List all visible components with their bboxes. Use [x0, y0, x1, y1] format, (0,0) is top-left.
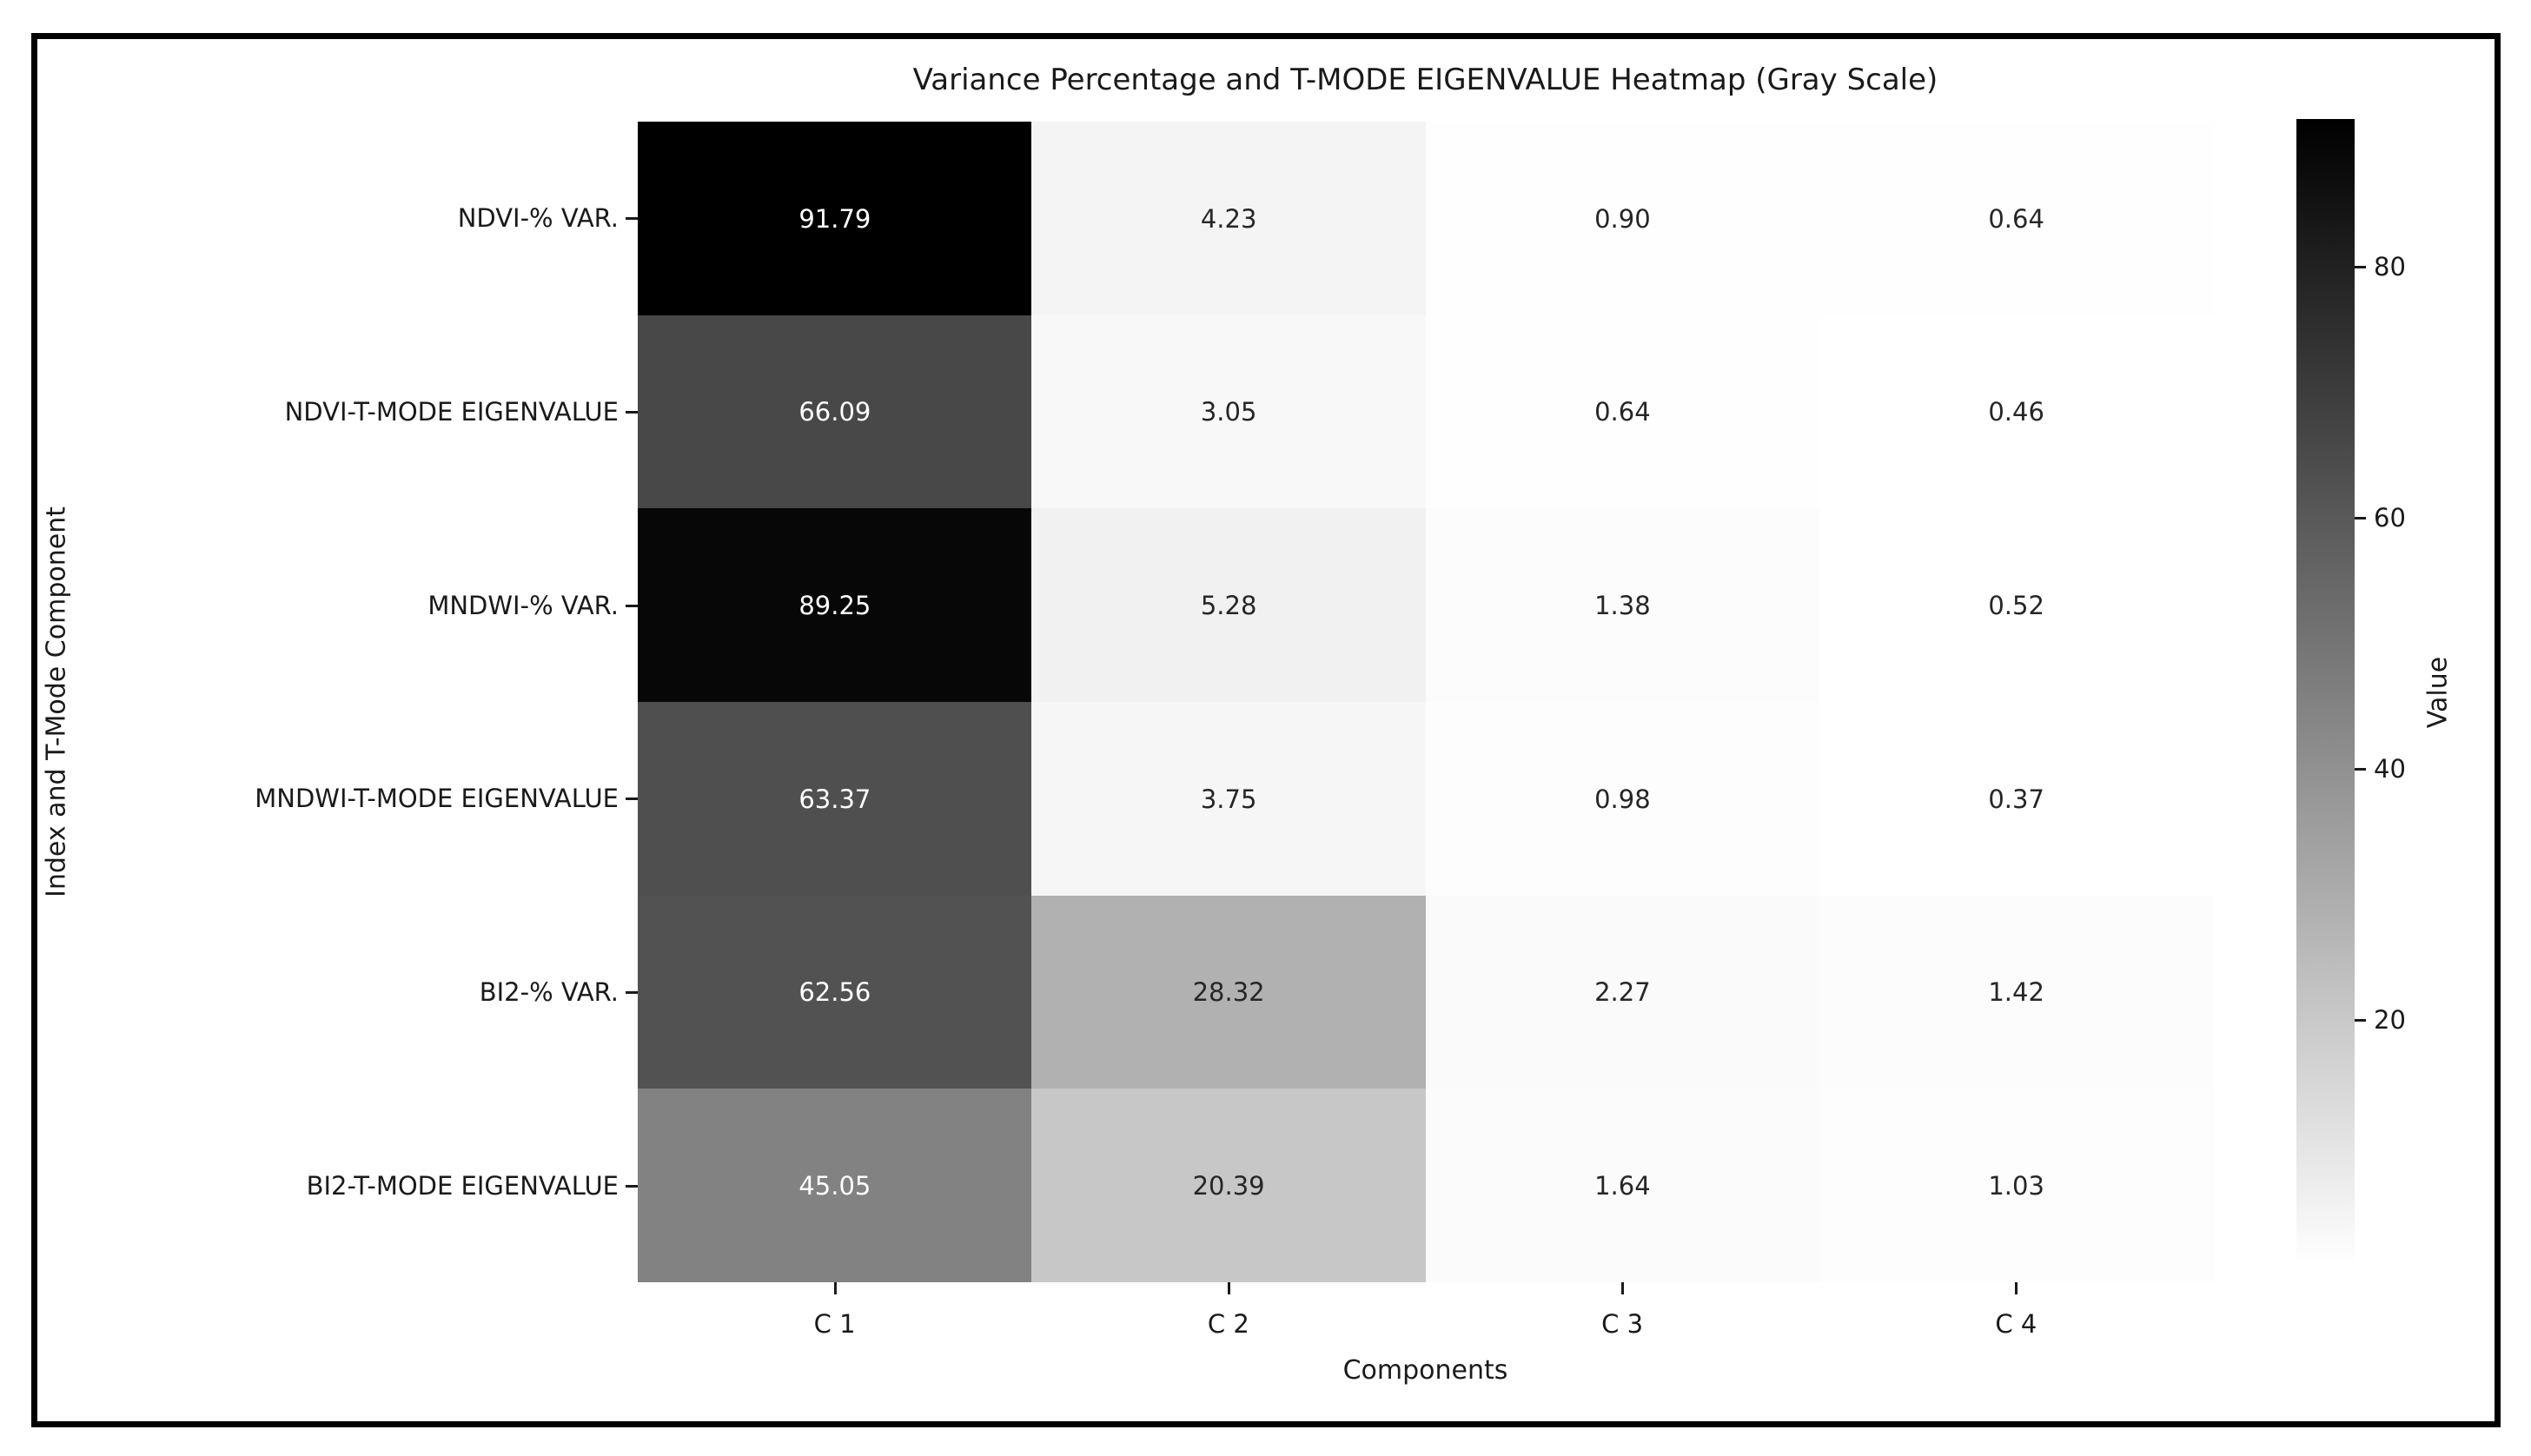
colorbar-tick-label: 20 — [2374, 1004, 2406, 1035]
cell-value: 91.79 — [798, 203, 871, 234]
heatmap-cell: 3.05 — [1031, 314, 1426, 509]
cell-value: 66.09 — [798, 397, 871, 427]
heatmap-cell: 0.52 — [1819, 508, 2214, 703]
heatmap-cell: 28.32 — [1031, 895, 1426, 1089]
x-axis-tick — [2015, 1282, 2018, 1294]
col-label: C 3 — [1601, 1309, 1644, 1339]
row-label: BI2-T-MODE EIGENVALUE — [306, 1170, 619, 1201]
heatmap-cell: 1.03 — [1819, 1089, 2214, 1283]
y-axis-tick — [626, 604, 638, 607]
cell-value: 1.03 — [1988, 1170, 2044, 1201]
heatmap-cell: 62.56 — [638, 895, 1032, 1089]
cell-value: 45.05 — [798, 1170, 871, 1201]
cell-value: 62.56 — [798, 977, 871, 1008]
cell-value: 0.52 — [1988, 590, 2044, 620]
cell-value: 5.28 — [1200, 590, 1257, 620]
colorbar-tick — [2355, 767, 2366, 771]
x-axis-tick — [1227, 1282, 1230, 1294]
heatmap-cell: 1.42 — [1819, 895, 2214, 1089]
cell-value: 3.05 — [1200, 397, 1257, 427]
heatmap-cell: 89.25 — [638, 508, 1032, 703]
heatmap-cell: 0.64 — [1819, 122, 2214, 316]
colorbar-label: Value — [2422, 656, 2454, 729]
figure-border-frame — [31, 33, 2501, 1427]
heatmap-cell: 0.90 — [1425, 122, 1820, 316]
heatmap-cell: 0.98 — [1425, 702, 1820, 897]
heatmap-cell: 3.75 — [1031, 702, 1426, 897]
cell-value: 20.39 — [1192, 1170, 1265, 1201]
heatmap-cell: 0.64 — [1425, 314, 1820, 509]
col-label: C 4 — [1995, 1309, 2037, 1339]
cell-value: 3.75 — [1200, 784, 1257, 814]
heatmap-cell: 45.05 — [638, 1089, 1032, 1283]
cell-value: 0.46 — [1988, 397, 2044, 427]
heatmap-cell: 1.38 — [1425, 508, 1820, 703]
col-label: C 1 — [813, 1309, 856, 1339]
cell-value: 0.64 — [1594, 397, 1651, 427]
cell-value: 0.98 — [1594, 784, 1651, 814]
cell-value: 1.64 — [1594, 1170, 1651, 1201]
y-axis-tick — [626, 797, 638, 801]
cell-value: 0.90 — [1594, 203, 1651, 234]
cell-value: 1.42 — [1988, 977, 2044, 1008]
cell-value: 63.37 — [798, 784, 871, 814]
chart-title: Variance Percentage and T-MODE EIGENVALU… — [912, 63, 1938, 97]
heatmap-cell: 91.79 — [638, 122, 1032, 316]
colorbar-tick-label: 60 — [2374, 503, 2406, 533]
colorbar-tick — [2355, 1018, 2366, 1022]
colorbar-tick — [2355, 266, 2366, 269]
cell-value: 4.23 — [1200, 203, 1257, 234]
cell-value: 2.27 — [1594, 977, 1651, 1008]
row-label: BI2-% VAR. — [479, 977, 619, 1007]
y-axis-tick — [626, 1184, 638, 1188]
colorbar — [2296, 119, 2355, 1266]
heatmap-cell: 63.37 — [638, 702, 1032, 897]
row-label: MNDWI-T-MODE EIGENVALUE — [255, 784, 619, 814]
colorbar-tick-label: 40 — [2374, 753, 2406, 784]
cell-value: 89.25 — [798, 590, 871, 620]
heatmap-cell: 0.37 — [1819, 702, 2214, 897]
col-label: C 2 — [1207, 1309, 1249, 1339]
y-axis-label: Index and T-Mode Component — [41, 506, 72, 897]
row-label: NDVI-% VAR. — [457, 203, 619, 234]
cell-value: 28.32 — [1192, 977, 1265, 1008]
heatmap-cell: 2.27 — [1425, 895, 1820, 1089]
colorbar-tick — [2355, 517, 2366, 520]
heatmap-cell: 5.28 — [1031, 508, 1426, 703]
y-axis-tick — [626, 991, 638, 994]
cell-value: 1.38 — [1594, 590, 1651, 620]
y-axis-tick — [626, 411, 638, 414]
cell-value: 0.37 — [1988, 784, 2044, 814]
heatmap-cell: 0.46 — [1819, 314, 2214, 509]
heatmap-cell: 1.64 — [1425, 1089, 1820, 1283]
y-axis-tick — [626, 217, 638, 221]
x-axis-tick — [1621, 1282, 1625, 1294]
x-axis-tick — [833, 1282, 837, 1294]
heatmap-grid: 91.79 4.23 0.90 0.64 66.09 3.05 0.64 0.46 89.25 5… — [638, 122, 2214, 1283]
row-label: MNDWI-% VAR. — [427, 590, 619, 620]
x-axis-label: Components — [1342, 1355, 1508, 1386]
heatmap-cell: 20.39 — [1031, 1089, 1426, 1283]
heatmap-cell: 66.09 — [638, 314, 1032, 509]
row-label: NDVI-T-MODE EIGENVALUE — [284, 397, 619, 427]
cell-value: 0.64 — [1988, 203, 2044, 234]
colorbar-tick-label: 80 — [2374, 252, 2406, 282]
heatmap-cell: 4.23 — [1031, 122, 1426, 316]
